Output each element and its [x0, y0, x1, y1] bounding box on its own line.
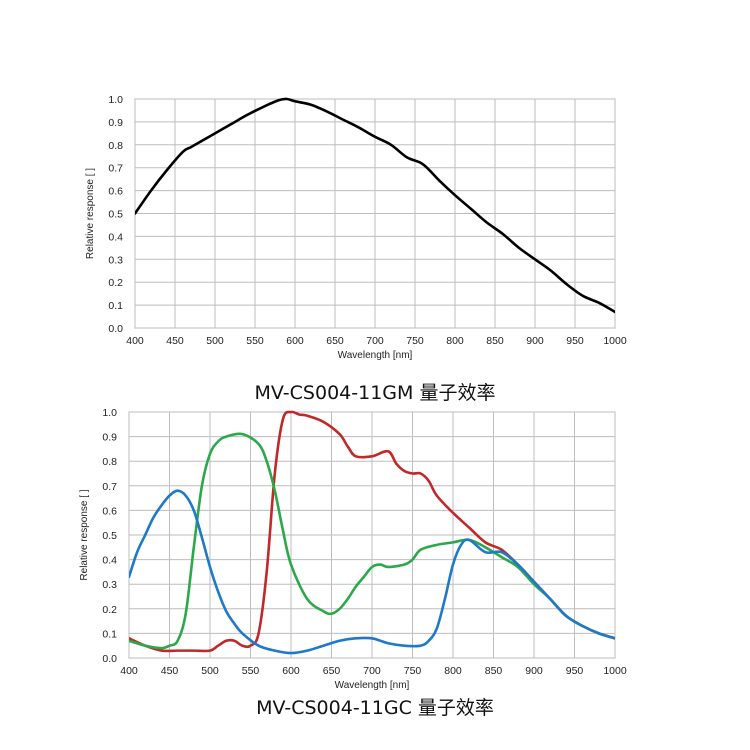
- x-tick-label: 800: [446, 335, 464, 347]
- y-tick-label: 0.5: [102, 530, 117, 542]
- y-tick-label: 0.5: [108, 209, 123, 221]
- y-tick-label: 0.7: [102, 481, 117, 493]
- x-tick-label: 700: [366, 335, 384, 347]
- x-tick-label: 550: [246, 335, 264, 347]
- x-tick-label: 950: [566, 665, 584, 677]
- y-tick-label: 1.0: [108, 94, 123, 106]
- y-axis-label: Relative response [ ]: [85, 168, 96, 259]
- y-tick-label: 0.4: [108, 231, 123, 243]
- y-tick-label: 0.3: [108, 254, 123, 266]
- y-tick-label: 0.1: [108, 300, 123, 312]
- x-tick-label: 950: [566, 335, 584, 347]
- x-tick-label: 900: [526, 335, 544, 347]
- x-tick-label: 450: [161, 665, 179, 677]
- y-tick-label: 0.2: [108, 277, 123, 289]
- y-tick-label: 0.4: [102, 555, 117, 567]
- x-tick-label: 850: [485, 665, 503, 677]
- y-tick-label: 0.6: [102, 505, 117, 517]
- y-axis-label: Relative response [ ]: [79, 489, 90, 580]
- x-tick-label: 800: [444, 665, 462, 677]
- series-line-red: [129, 410, 615, 653]
- color-qe-chart: 400 450 500 550 600 650 700 750 800 850 900 950 1000…: [0, 398, 750, 728]
- mono-qe-plot: 400 450 500 550 600 650 700 750 800 850 900 950 1000…: [85, 94, 627, 361]
- series-line-green: [129, 432, 615, 650]
- x-tick-label: 1000: [603, 335, 627, 347]
- y-tick-label: 1.0: [102, 407, 117, 419]
- x-tick-label: 500: [206, 335, 224, 347]
- color-chart-title: MV-CS004-11GC 量子效率: [256, 697, 494, 719]
- x-tick-label: 500: [201, 665, 219, 677]
- x-tick-label: 650: [323, 665, 341, 677]
- y-tick-label: 0.0: [108, 323, 123, 335]
- x-tick-label: 650: [326, 335, 344, 347]
- y-tick-label: 0.0: [102, 653, 117, 665]
- y-tick-label: 0.8: [102, 456, 117, 468]
- x-tick-label: 450: [166, 335, 184, 347]
- mono-qe-chart: 400 450 500 550 600 650 700 750 800 850 900 950 1000…: [0, 85, 750, 405]
- y-tick-label: 0.6: [108, 186, 123, 198]
- y-tick-label: 0.2: [102, 604, 117, 616]
- y-tick-label: 0.8: [108, 140, 123, 152]
- x-tick-label: 400: [120, 665, 138, 677]
- color-qe-plot: 400 450 500 550 600 650 700 750 800 850 900 950 1000…: [79, 407, 627, 691]
- series-line-blue: [129, 489, 615, 655]
- mono-chart-title: MV-CS004-11GM 量子效率: [254, 382, 496, 404]
- x-tick-label: 900: [525, 665, 543, 677]
- x-axis-label: Wavelength [nm]: [338, 350, 413, 361]
- y-tick-label: 0.7: [108, 163, 123, 175]
- x-tick-label: 400: [126, 335, 144, 347]
- x-tick-label: 700: [363, 665, 381, 677]
- series-line-mono: [135, 97, 615, 314]
- x-tick-label: 750: [406, 335, 424, 347]
- x-tick-label: 600: [286, 335, 304, 347]
- x-tick-label: 850: [486, 335, 504, 347]
- x-tick-label: 550: [242, 665, 260, 677]
- y-tick-label: 0.3: [102, 579, 117, 591]
- y-tick-label: 0.1: [102, 628, 117, 640]
- x-tick-label: 1000: [603, 665, 627, 677]
- x-tick-label: 600: [282, 665, 300, 677]
- y-tick-label: 0.9: [102, 432, 117, 444]
- y-tick-label: 0.9: [108, 117, 123, 129]
- x-axis-label: Wavelength [nm]: [335, 680, 410, 691]
- x-tick-label: 750: [404, 665, 422, 677]
